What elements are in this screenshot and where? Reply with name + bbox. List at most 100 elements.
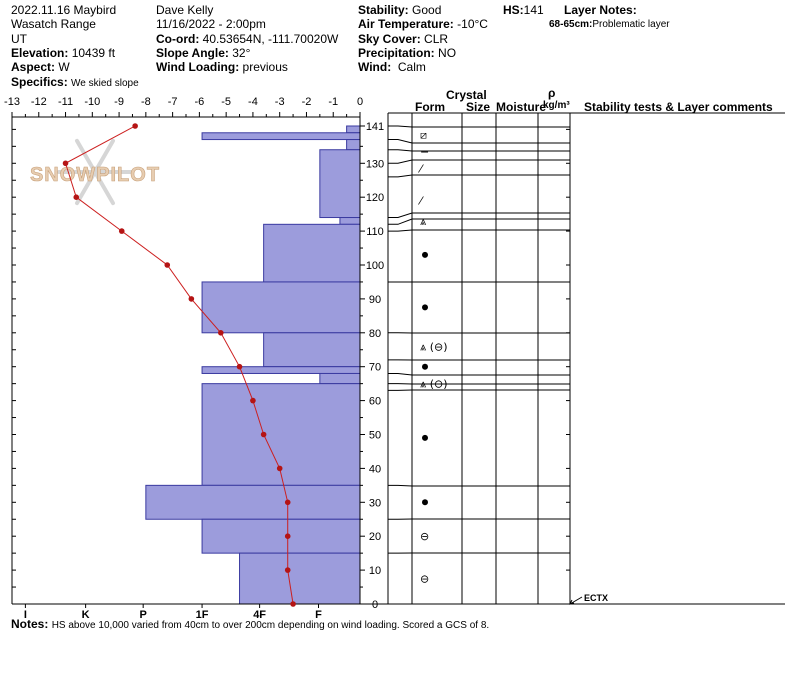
temp-tick-label: -2 xyxy=(302,96,312,108)
height-tick-label: 10 xyxy=(369,565,381,577)
ectx-arrow xyxy=(569,596,583,605)
temperature-point xyxy=(164,262,171,268)
temp-tick-label: -8 xyxy=(141,96,151,108)
layer-boundary xyxy=(388,139,570,144)
hardness-bar xyxy=(339,217,361,225)
crystal-form-symbol: − xyxy=(420,145,429,158)
wind-loading-label: Wind Loading: xyxy=(156,60,240,74)
notes-text: HS above 10,000 varied from 40cm to over… xyxy=(51,620,490,631)
slope-value: 32° xyxy=(232,46,251,60)
aspect-row: Aspect: W xyxy=(11,60,70,74)
elevation-label: Elevation: xyxy=(11,46,69,60)
watermark-text: SNOWPILOT xyxy=(30,164,160,186)
height-tick-label: 50 xyxy=(369,429,381,441)
layer-boundary xyxy=(388,212,570,219)
height-tick-label: 80 xyxy=(369,328,381,340)
temp-tick-label: -4 xyxy=(248,96,258,108)
hardness-bar xyxy=(201,518,361,554)
hardness-bar xyxy=(263,332,361,368)
layer-notes-label: Layer Notes: xyxy=(564,3,637,17)
height-tick-label: 110 xyxy=(366,226,384,238)
temperature-point xyxy=(62,160,69,167)
hs-label: HS: xyxy=(503,3,524,17)
layer-boundary xyxy=(388,125,570,128)
hs-row: HS:141 xyxy=(503,3,544,17)
temp-tick-label: -13 xyxy=(4,96,20,108)
hardness-bar xyxy=(201,281,361,334)
aspect-label: Aspect: xyxy=(11,60,56,74)
hardness-bar xyxy=(201,132,361,141)
crystal-header: Crystal xyxy=(446,88,487,102)
temp-tick-label: 0 xyxy=(357,96,363,108)
size-header: Size xyxy=(466,100,491,114)
snowpilot-watermark: SNOWPILOT xyxy=(30,138,160,206)
temp-tick-label: -7 xyxy=(168,96,178,108)
hardness-tick-label: 1F xyxy=(196,609,209,621)
state: UT xyxy=(11,32,27,46)
precip-value: NO xyxy=(438,46,457,60)
temp-tick-label: -6 xyxy=(194,96,204,108)
temperature-point xyxy=(250,397,256,404)
temperature-point xyxy=(276,465,283,472)
crystal-form-symbol: ⊖ xyxy=(420,530,429,543)
hardness-bar xyxy=(346,139,361,151)
stability-row: Stability: Good xyxy=(358,3,441,17)
layer-boundary xyxy=(388,149,570,152)
crystal-form-symbol: ⩓ xyxy=(420,215,427,228)
layer-note-range: 68-65cm: xyxy=(549,19,593,30)
stability-tests-header: Stability tests & Layer comments xyxy=(584,100,773,114)
precip-row: Precipitation: NO xyxy=(358,46,456,60)
crystal-form-dot xyxy=(422,363,428,370)
aspect-value: W xyxy=(58,60,70,74)
density-unit-header: kg/m³ xyxy=(543,100,570,111)
slope-label: Slope Angle: xyxy=(156,46,229,60)
hardness-bars xyxy=(145,125,361,605)
hardness-bar xyxy=(263,223,361,283)
temp-tick-label: -9 xyxy=(114,96,124,108)
crystal-form-symbol: ⩓ (⊖) xyxy=(420,378,448,391)
stability-value: Good xyxy=(412,3,442,17)
temperature-point xyxy=(218,329,224,336)
snowflake-arm xyxy=(93,170,115,206)
temp-tick-label: -10 xyxy=(84,96,100,108)
hardness-bar xyxy=(201,366,361,374)
layer-boundary xyxy=(388,218,570,225)
temp-tick-label: -12 xyxy=(31,96,47,108)
air-temp-value: -10°C xyxy=(457,17,488,31)
hardness-tick-label: I xyxy=(24,609,27,621)
temp-tick-label: -1 xyxy=(328,96,338,108)
crystal-form-dot xyxy=(422,434,428,441)
hs-value: 141 xyxy=(523,3,544,17)
sky-value: CLR xyxy=(424,32,449,46)
specifics-value: We skied slope xyxy=(71,78,139,89)
snowflake-arm xyxy=(93,138,115,174)
crystal-form-dot xyxy=(422,499,428,506)
height-tick-label: 60 xyxy=(369,396,381,408)
crystal-form-symbol: ⧄ xyxy=(420,128,427,141)
ectx-label: ECTX xyxy=(584,593,608,603)
snowflake-arm xyxy=(75,170,97,206)
temperature-point xyxy=(236,363,243,370)
ectx-arrowhead xyxy=(569,599,575,605)
height-tick-label: 20 xyxy=(369,531,381,543)
hardness-bar xyxy=(319,149,361,219)
rho-header: ρ xyxy=(548,86,556,100)
observer: Dave Kelly xyxy=(156,3,214,17)
temperature-point xyxy=(132,123,138,129)
height-tick-label: 130 xyxy=(366,158,384,170)
temperature-point xyxy=(284,499,291,506)
snowflake-arm xyxy=(75,138,97,174)
elevation-row: Elevation: 10439 ft xyxy=(11,46,115,60)
coord-row: Co-ord: 40.53654N, -111.70020W xyxy=(156,32,338,46)
temperature-point xyxy=(118,228,125,234)
datetime: 11/16/2022 - 2:00pm xyxy=(156,17,266,31)
height-tick-label: 40 xyxy=(369,463,381,475)
layer-boundary xyxy=(388,484,570,487)
height-tick-label: 30 xyxy=(369,497,381,509)
temperature-point xyxy=(284,533,291,539)
temperature-profile xyxy=(62,123,296,607)
temperature-point xyxy=(290,601,296,607)
pit-title: 2022.11.16 Maybird xyxy=(11,3,117,17)
height-tick-label: 90 xyxy=(369,294,381,306)
